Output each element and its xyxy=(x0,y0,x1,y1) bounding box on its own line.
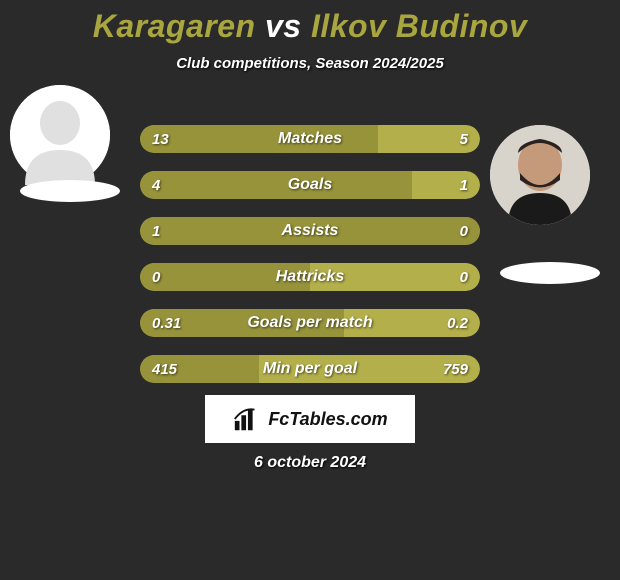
stat-row: 0Hattricks0 xyxy=(140,263,480,291)
stat-label: Matches xyxy=(140,130,480,148)
date-text: 6 october 2024 xyxy=(0,454,620,472)
comparison-chart: 13Matches54Goals11Assists00Hattricks00.3… xyxy=(140,125,480,401)
stat-right-value: 0 xyxy=(460,269,468,286)
subtitle: Club competitions, Season 2024/2025 xyxy=(0,55,620,72)
brand-text: FcTables.com xyxy=(268,409,387,430)
stat-label: Min per goal xyxy=(140,360,480,378)
title-player1: Karagaren xyxy=(93,8,256,44)
stat-label: Assists xyxy=(140,222,480,240)
stat-label: Hattricks xyxy=(140,268,480,286)
page-title: Karagaren vs Ilkov Budinov xyxy=(0,0,620,45)
stat-label: Goals xyxy=(140,176,480,194)
stat-label: Goals per match xyxy=(140,314,480,332)
bars-chart-icon xyxy=(232,404,262,434)
stat-right-value: 0 xyxy=(460,223,468,240)
stat-row: 0.31Goals per match0.2 xyxy=(140,309,480,337)
title-vs: vs xyxy=(265,8,302,44)
stat-right-value: 5 xyxy=(460,131,468,148)
silhouette-icon xyxy=(10,85,110,185)
player2-avatar xyxy=(490,125,590,225)
stat-right-value: 0.2 xyxy=(447,315,468,332)
player-photo-icon xyxy=(490,125,590,225)
stat-right-value: 1 xyxy=(460,177,468,194)
brand-badge: FcTables.com xyxy=(205,395,415,443)
stat-row: 415Min per goal759 xyxy=(140,355,480,383)
player2-team-oval xyxy=(500,262,600,284)
player1-team-oval xyxy=(20,180,120,202)
player1-avatar xyxy=(10,85,110,185)
stat-right-value: 759 xyxy=(443,361,468,378)
stat-row: 4Goals1 xyxy=(140,171,480,199)
stat-row: 13Matches5 xyxy=(140,125,480,153)
title-player2: Ilkov Budinov xyxy=(311,8,527,44)
stat-row: 1Assists0 xyxy=(140,217,480,245)
